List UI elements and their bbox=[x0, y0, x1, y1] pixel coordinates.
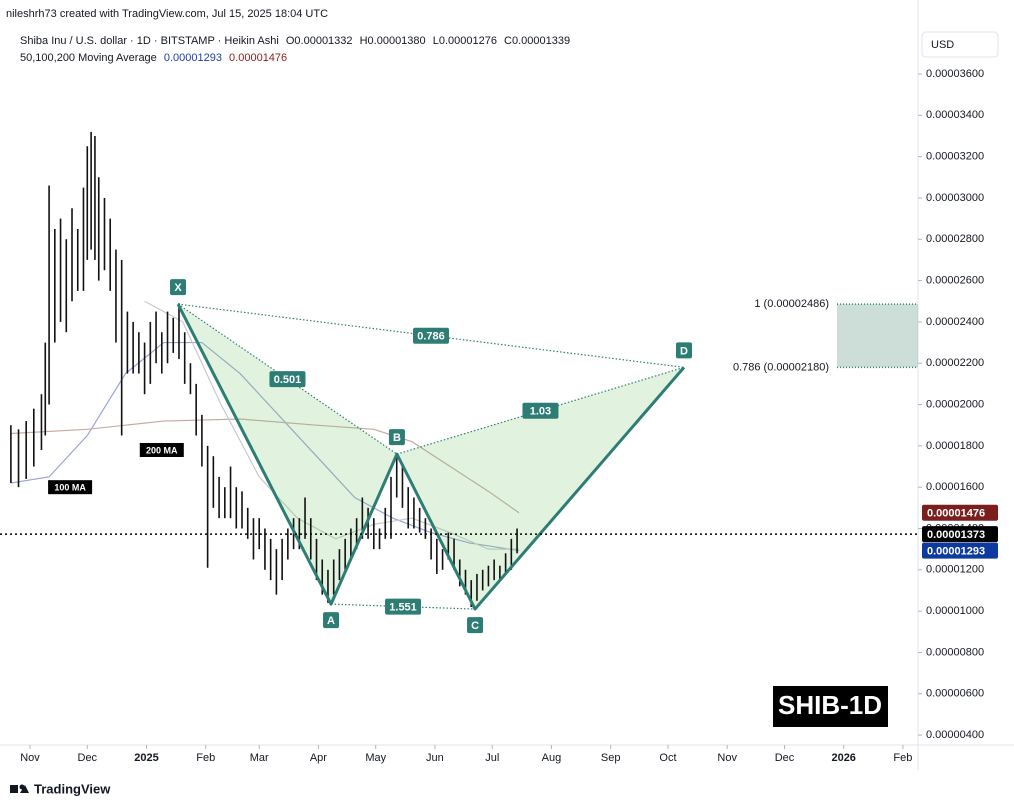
watermark-box bbox=[773, 686, 888, 727]
target-zone bbox=[837, 304, 918, 368]
target-label: 1 (0.00002486) bbox=[754, 298, 829, 310]
ratio-line bbox=[177, 303, 398, 455]
y-tick-label: 0.00001600 bbox=[926, 481, 984, 493]
ohlc: H0.00001380 bbox=[360, 35, 426, 47]
y-tick-label: 0.00003400 bbox=[926, 109, 984, 121]
ma-legend-value: 0.00001293 bbox=[164, 52, 222, 64]
ratio-badge bbox=[385, 598, 422, 615]
ohlc: O0.00001332 bbox=[286, 35, 353, 47]
ma-tag-label: 100 MA bbox=[54, 483, 86, 493]
y-tick-label: 0.00001200 bbox=[926, 564, 984, 576]
y-tick-label: 0.00001800 bbox=[926, 440, 984, 452]
x-tick-label: Jul bbox=[485, 752, 499, 764]
x-tick-label: 2025 bbox=[134, 752, 158, 764]
price-tag-label: 0.00001373 bbox=[927, 529, 985, 541]
credit: nileshrh73 created with TradingView.com,… bbox=[6, 8, 328, 20]
point-badge bbox=[170, 279, 187, 296]
price-tag-label: 0.00001293 bbox=[927, 546, 985, 558]
point-label: D bbox=[680, 345, 688, 357]
y-tick-label: 0.00000600 bbox=[926, 688, 984, 700]
x-tick-label: Aug bbox=[542, 752, 562, 764]
y-tick-label: 0.00000800 bbox=[926, 646, 984, 658]
x-tick-label: Sep bbox=[601, 752, 621, 764]
x-tick-label: Feb bbox=[196, 752, 215, 764]
logo bbox=[10, 784, 29, 793]
ratio-badge bbox=[413, 327, 450, 344]
y-tick-label: 0.00002600 bbox=[926, 274, 984, 286]
y-tick-label: 0.00003000 bbox=[926, 192, 984, 204]
x-tick-label: Mar bbox=[250, 752, 269, 764]
symbol: Shiba Inu / U.S. dollar · 1D · BITSTAMP … bbox=[20, 35, 279, 47]
y-tick-label: 0.00000400 bbox=[926, 729, 984, 741]
point-label: X bbox=[174, 282, 182, 294]
point-badge bbox=[388, 429, 405, 446]
brand: TradingView bbox=[34, 781, 111, 796]
point-label: C bbox=[471, 620, 479, 632]
ratio-badge bbox=[522, 402, 559, 419]
plot-area: 1 (0.00002486) 0.786 (0.00002180) 0.501 0.7… bbox=[0, 131, 918, 634]
price-tag bbox=[922, 504, 998, 521]
ohlc: C0.00001339 bbox=[504, 35, 570, 47]
y-tick-label: 0.00002200 bbox=[926, 357, 984, 369]
target-label: 0.786 (0.00002180) bbox=[733, 361, 829, 373]
x-tick-label: 2026 bbox=[831, 752, 855, 764]
x-tick-label: May bbox=[365, 752, 386, 764]
ratio-line bbox=[331, 603, 476, 610]
ohlc: L0.00001276 bbox=[433, 35, 497, 47]
pattern-fill bbox=[178, 304, 397, 605]
currency[interactable]: USD bbox=[931, 39, 954, 51]
ratio-line bbox=[177, 303, 685, 368]
price-tag-label: 0.00001476 bbox=[927, 508, 985, 520]
ratio-label: 1.551 bbox=[389, 601, 417, 613]
currency-button[interactable] bbox=[921, 31, 999, 58]
point-badge bbox=[323, 612, 340, 629]
ratio-label: 0.501 bbox=[274, 374, 302, 386]
ratio-badge bbox=[269, 371, 306, 388]
y-tick-label: 0.00001000 bbox=[926, 605, 984, 617]
ma-tag bbox=[139, 442, 184, 457]
ratio-label: 0.786 bbox=[417, 331, 445, 343]
x-tick-label: Nov bbox=[717, 752, 737, 764]
x-tick-label: Feb bbox=[893, 752, 912, 764]
x-tick-label: Oct bbox=[659, 752, 676, 764]
ratio-line bbox=[396, 366, 685, 455]
y-tick-label: 0.00002400 bbox=[926, 316, 984, 328]
ma-tag-label: 200 MA bbox=[146, 445, 178, 455]
x-tick-label: Nov bbox=[20, 752, 40, 764]
ratio-label: 1.03 bbox=[530, 406, 551, 418]
watermark: SHIB-1D bbox=[778, 690, 882, 720]
ma-legend: 50,100,200 Moving Average 0.00001293 0.0… bbox=[20, 52, 287, 64]
ma-tag bbox=[48, 480, 93, 495]
symbol-info: Shiba Inu / U.S. dollar · 1D · BITSTAMP … bbox=[20, 35, 570, 47]
ma-legend-name: 50,100,200 Moving Average bbox=[20, 52, 157, 64]
point-label: A bbox=[327, 615, 335, 627]
price-tag bbox=[922, 542, 998, 559]
x-tick-label: Apr bbox=[310, 752, 327, 764]
point-badge bbox=[676, 342, 693, 359]
point-label: B bbox=[393, 432, 401, 444]
y-tick-label: 0.00002800 bbox=[926, 233, 984, 245]
point-badge bbox=[467, 617, 484, 634]
pattern-fill bbox=[396, 367, 685, 610]
x-tick-label: Jun bbox=[426, 752, 444, 764]
y-tick-label: 0.00003200 bbox=[926, 151, 984, 163]
price-tag bbox=[922, 526, 998, 543]
moving-average bbox=[10, 418, 520, 514]
ma-legend-value: 0.00001476 bbox=[229, 52, 287, 64]
y-tick-label: 0.00002000 bbox=[926, 398, 984, 410]
pattern-leg bbox=[176, 303, 686, 611]
x-tick-label: Dec bbox=[78, 752, 98, 764]
x-tick-label: Dec bbox=[775, 752, 795, 764]
moving-average bbox=[144, 300, 519, 550]
y-tick-label: 0.00003600 bbox=[926, 68, 984, 80]
